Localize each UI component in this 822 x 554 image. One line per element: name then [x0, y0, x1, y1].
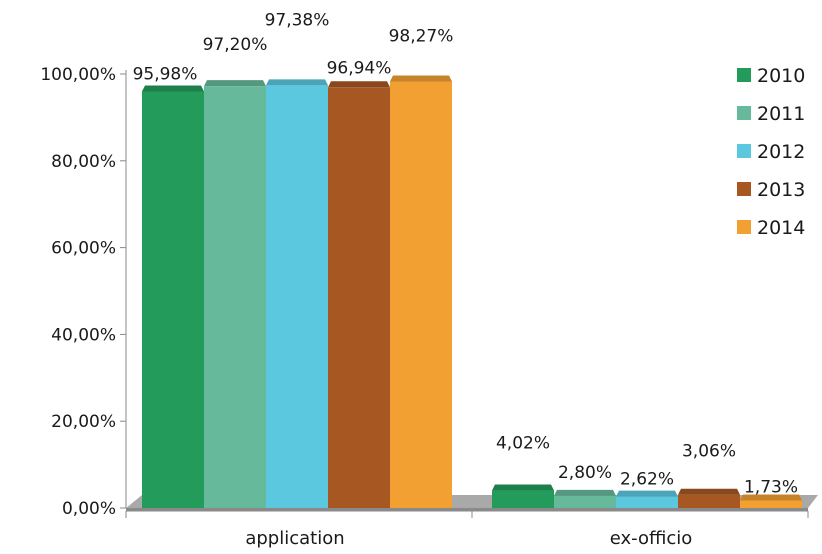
- bar-application-2012: [266, 79, 328, 509]
- data-label: 97,38%: [265, 10, 330, 30]
- bars: [142, 75, 802, 509]
- floor-edge: [126, 508, 808, 511]
- data-label: 3,06%: [682, 442, 736, 462]
- legend-item-2011: 2011: [737, 103, 805, 125]
- x-category-label: ex-officio: [610, 528, 693, 549]
- legend-item-2012: 2012: [737, 141, 805, 163]
- bar-application-2010: [142, 85, 204, 508]
- legend-swatch: [737, 106, 751, 120]
- y-tick-label: 100,00%: [40, 65, 116, 85]
- legend-item-2013: 2013: [737, 179, 805, 201]
- bar-ex-officio-2011: [554, 489, 616, 508]
- bar-face: [616, 496, 678, 508]
- bar-top: [266, 79, 328, 86]
- x-category-label: application: [245, 528, 344, 549]
- bar-face: [740, 500, 802, 508]
- bar-top: [492, 484, 554, 491]
- legend-item-2014: 2014: [737, 217, 805, 239]
- legend-label: 2012: [757, 141, 805, 163]
- y-tick-label: 0,00%: [62, 499, 116, 519]
- data-label: 97,20%: [203, 35, 268, 55]
- bar-face: [554, 495, 616, 508]
- legend-label: 2010: [757, 65, 805, 87]
- bar-top: [554, 489, 616, 496]
- data-label: 2,80%: [558, 463, 612, 483]
- bar-face: [142, 91, 204, 508]
- legend: 2010 2011 2012 2013 2014: [737, 65, 805, 239]
- legend-label: 2013: [757, 179, 805, 201]
- bar-top: [678, 488, 740, 495]
- legend-label: 2011: [757, 103, 805, 125]
- data-label: 4,02%: [496, 434, 550, 454]
- bar-ex-officio-2010: [492, 484, 554, 508]
- data-label: 96,94%: [327, 58, 392, 78]
- axes: 0,00% 20,00% 40,00% 60,00% 80,00% 100,00% appl…: [40, 65, 809, 549]
- bar-top: [740, 494, 802, 501]
- bar-top: [204, 80, 266, 87]
- legend-swatch: [737, 220, 751, 234]
- legend-label: 2014: [757, 217, 805, 239]
- bar-application-2011: [204, 80, 266, 508]
- bar-face: [266, 85, 328, 509]
- y-tick-label: 20,00%: [51, 412, 116, 432]
- bar-application-2014: [390, 75, 452, 508]
- y-tick-label: 80,00%: [51, 152, 116, 172]
- data-label: 95,98%: [133, 64, 198, 84]
- legend-swatch: [737, 182, 751, 196]
- bar-face: [390, 81, 452, 508]
- bar-application-2013: [328, 81, 390, 509]
- bar-top: [390, 75, 452, 82]
- bar-ex-officio-2013: [678, 488, 740, 508]
- legend-item-2010: 2010: [737, 65, 805, 87]
- bar-face: [328, 87, 390, 509]
- bar-face: [678, 494, 740, 508]
- bar-face: [492, 490, 554, 508]
- legend-swatch: [737, 68, 751, 82]
- bar-face: [204, 86, 266, 508]
- legend-swatch: [737, 144, 751, 158]
- data-label: 2,62%: [620, 470, 674, 490]
- bar-ex-officio-2012: [616, 490, 678, 508]
- y-tick-label: 40,00%: [51, 325, 116, 345]
- y-tick-label: 60,00%: [51, 239, 116, 259]
- data-label: 98,27%: [389, 27, 454, 47]
- data-label: 1,73%: [744, 477, 798, 497]
- data-labels: 95,98% 4,02% 97,20% 2,80% 97,38% 2,62% 96,94% 3…: [133, 10, 798, 497]
- bar-top: [616, 490, 678, 497]
- bar-ex-officio-2014: [740, 494, 802, 508]
- bar-top: [328, 81, 390, 88]
- bar-top: [142, 85, 204, 92]
